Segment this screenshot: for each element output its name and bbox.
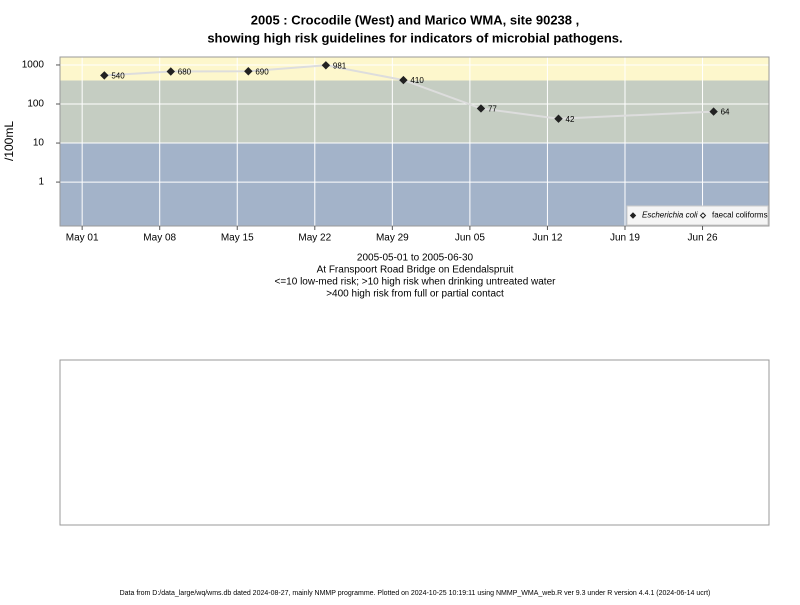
data-label: 680 xyxy=(178,68,192,77)
y-tick-label: 10 xyxy=(33,138,45,149)
plot-frame xyxy=(59,56,770,227)
data-point xyxy=(166,67,175,76)
subtitle: >400 high risk from full or partial cont… xyxy=(326,289,504,300)
empty-panel xyxy=(59,359,770,526)
x-tick-label: Jun 26 xyxy=(688,233,718,244)
data-label: 540 xyxy=(111,72,125,81)
data-label: 981 xyxy=(333,61,347,70)
y-axis-label: /100mL xyxy=(2,121,16,161)
x-tick-label: May 08 xyxy=(143,233,176,244)
x-tick-label: May 22 xyxy=(298,233,331,244)
data-point xyxy=(554,114,563,123)
x-tick-label: May 15 xyxy=(221,233,254,244)
data-label: 690 xyxy=(255,67,269,76)
legend-box xyxy=(626,205,769,226)
legend-marker xyxy=(629,212,637,219)
data-point xyxy=(100,71,109,80)
legend-label: faecal coliforms xyxy=(712,211,768,220)
series-line xyxy=(104,64,714,120)
x-tick-label: Jun 12 xyxy=(532,233,562,244)
chart-title: showing high risk guidelines for indicat… xyxy=(207,30,622,45)
y-tick-label: 1 xyxy=(38,177,44,188)
x-tick-label: May 29 xyxy=(376,233,409,244)
data-label: 64 xyxy=(721,108,730,117)
risk-band xyxy=(60,80,769,144)
legend-marker xyxy=(699,212,707,219)
data-point xyxy=(399,75,408,85)
y-tick-label: 100 xyxy=(27,99,44,110)
x-tick-label: Jun 05 xyxy=(455,233,485,244)
chart-title: 2005 : Crocodile (West) and Marico WMA, … xyxy=(251,12,579,27)
y-tick-label: 1000 xyxy=(22,60,45,71)
legend-label: Escherichia coli xyxy=(642,211,698,220)
data-point xyxy=(709,107,718,116)
data-label: 77 xyxy=(488,105,497,114)
subtitle: At Franspoort Road Bridge on Edendalspru… xyxy=(317,265,514,276)
subtitle: <=10 low-med risk; >10 high risk when dr… xyxy=(275,277,557,288)
data-label: 42 xyxy=(566,115,575,124)
x-tick-label: May 01 xyxy=(66,233,99,244)
data-point xyxy=(244,67,253,76)
x-tick-label: Jun 19 xyxy=(610,233,640,244)
footer: Data from D:/data_large/wq/wms.db dated … xyxy=(120,590,711,597)
data-point xyxy=(321,61,331,70)
data-point xyxy=(476,104,486,113)
subtitle: 2005-05-01 to 2005-06-30 xyxy=(357,253,474,264)
data-label: 410 xyxy=(410,76,424,85)
